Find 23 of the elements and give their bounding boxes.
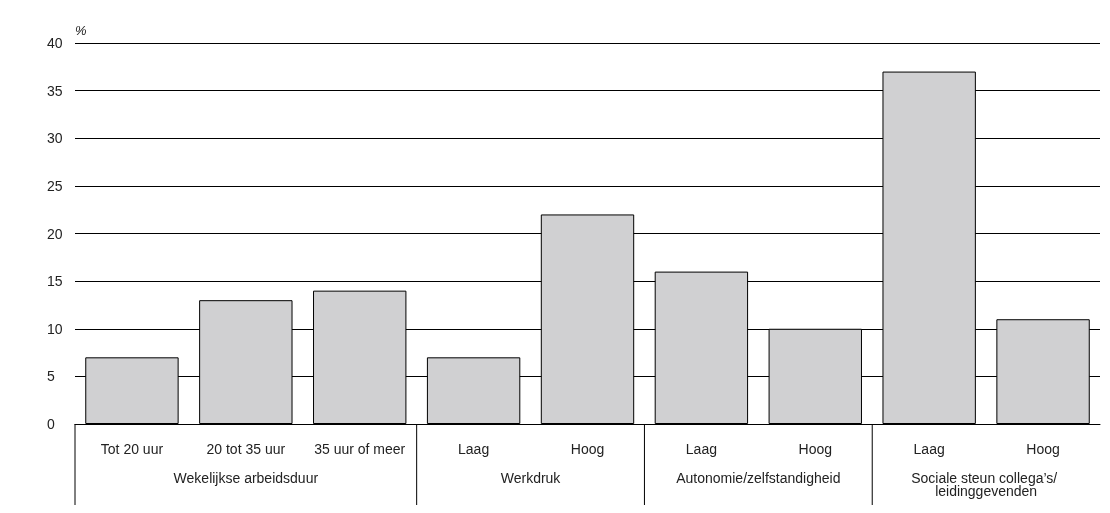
y-tick-label: 25 bbox=[47, 177, 63, 194]
text: Werkdruk bbox=[500, 469, 562, 486]
x-tick-label: Hoog bbox=[570, 441, 605, 457]
x-tick-label: 20 tot 35 uur bbox=[206, 441, 286, 457]
y-tick-label: 0 bbox=[47, 416, 55, 432]
y-tick-label: 30 bbox=[47, 130, 63, 147]
x-tick-label: Laag bbox=[685, 441, 717, 457]
x-tick-label: Tot 20 uur bbox=[100, 441, 164, 457]
text: Wekelijkse arbeidsduur bbox=[173, 469, 319, 486]
y-tick-label: 15 bbox=[47, 273, 63, 290]
text: Autonomie/zelfstandigheid bbox=[676, 469, 841, 486]
x-tick-label: 35 uur of meer bbox=[314, 441, 406, 457]
x-tick-label: Laag bbox=[913, 441, 945, 457]
x-tick-label: Hoog bbox=[798, 441, 833, 457]
y-tick-label: 10 bbox=[47, 320, 63, 337]
x-tick-label: Laag bbox=[458, 441, 490, 457]
y-tick-label: 5 bbox=[47, 368, 55, 385]
y-tick-label: 40 bbox=[47, 35, 63, 51]
y-tick-label: 20 bbox=[47, 225, 63, 242]
text: Sociale steun collega’s/ leidinggevenden bbox=[911, 469, 1062, 499]
x-tick-label: Hoog bbox=[1026, 441, 1060, 457]
y-axis-title: % bbox=[75, 23, 87, 38]
y-tick-label: 35 bbox=[47, 82, 63, 99]
